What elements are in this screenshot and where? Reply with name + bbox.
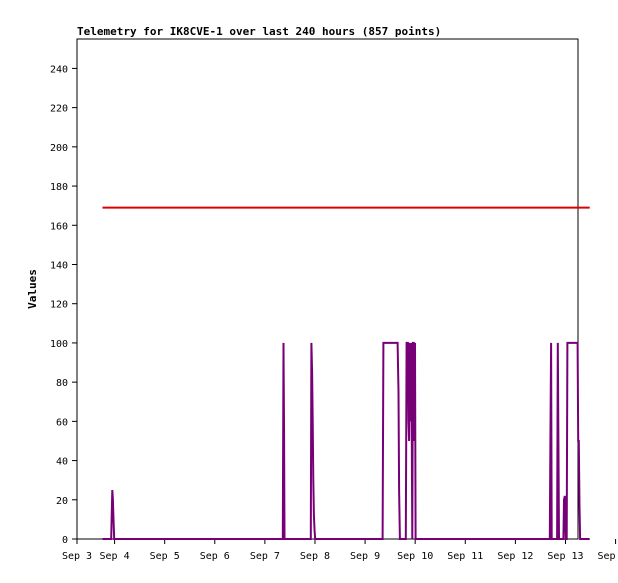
y-tick-label: 80 xyxy=(56,378,68,389)
y-tick-label: 120 xyxy=(50,300,68,311)
y-tick-label: 40 xyxy=(56,457,68,468)
x-tick-label: Sep 8 xyxy=(300,551,330,562)
x-tick-label: Sep 7 xyxy=(250,551,280,562)
x-tick-label: Sep 13 xyxy=(547,551,583,562)
y-tick-label: 160 xyxy=(50,221,68,232)
y-tick-label: 220 xyxy=(50,104,68,115)
series-line-2 xyxy=(102,341,590,540)
x-tick-label: Sep 4 xyxy=(100,551,130,562)
y-tick-label: 0 xyxy=(62,535,68,546)
y-tick-label: 20 xyxy=(56,496,68,507)
x-tick-label: Sep 5 xyxy=(150,551,180,562)
y-tick-label: 200 xyxy=(50,143,68,154)
x-tick-label: Sep 3 xyxy=(62,551,92,562)
y-tick-label: 240 xyxy=(50,64,68,75)
y-tick-label: 140 xyxy=(50,260,68,271)
x-tick-label: Sep 10 xyxy=(397,551,433,562)
x-tick-label: Sep 6 xyxy=(200,551,230,562)
chart-title: Telemetry for IK8CVE-1 over last 240 hou… xyxy=(77,25,441,38)
y-tick-label: 100 xyxy=(50,339,68,350)
plot-frame xyxy=(76,38,579,540)
x-tick-label: Sep 9 xyxy=(350,551,380,562)
x-tick-label: Sep 12 xyxy=(497,551,533,562)
y-axis-title: Values xyxy=(26,269,39,309)
x-axis: Sep 3 Sep 4 Sep 5 Sep 6 Sep 7 Sep 8 Sep 9 Sep 1… xyxy=(62,539,618,562)
y-axis: 0 20 40 60 80 100 120 140 160 180 200 220 240 xyxy=(50,64,77,546)
y-tick-label: 180 xyxy=(50,182,68,193)
x-tick-label: Sep 11 xyxy=(447,551,483,562)
y-tick-label: 60 xyxy=(56,417,68,428)
series-layer xyxy=(102,206,590,540)
x-tick-label: Sep 14 xyxy=(598,551,618,562)
